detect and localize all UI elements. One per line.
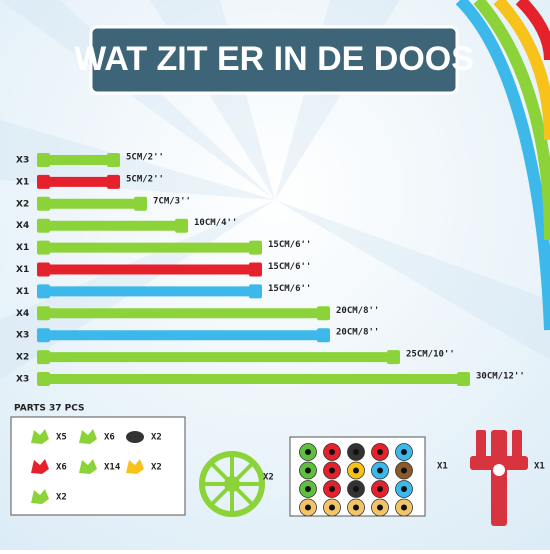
- rod-end: [249, 284, 262, 299]
- pupil: [401, 449, 407, 455]
- rod: [37, 352, 400, 363]
- title: WAT ZIT ER IN DE DOOS: [74, 40, 474, 78]
- rod: [37, 176, 120, 187]
- pupil: [401, 504, 407, 511]
- rod-end: [175, 218, 188, 233]
- rod-qty: X4: [16, 309, 29, 319]
- rod-label: 25CM/10'': [406, 350, 455, 360]
- rod-end: [37, 174, 50, 189]
- rod: [37, 264, 262, 275]
- rod-end: [37, 262, 50, 277]
- rod-qty: X1: [16, 287, 29, 297]
- part-qty: X6: [104, 433, 115, 443]
- part-icon: [126, 459, 144, 474]
- pupil: [401, 486, 407, 492]
- rod-end: [37, 196, 50, 211]
- rod-end: [317, 306, 330, 321]
- pupil: [329, 467, 335, 474]
- pupil: [353, 486, 359, 492]
- eyes-qty: X1: [437, 462, 448, 472]
- rod: [37, 330, 330, 341]
- rod-end: [37, 306, 50, 321]
- pupil: [305, 486, 311, 492]
- part-qty: X14: [104, 463, 121, 473]
- rod-end: [37, 284, 50, 299]
- part-qty: X5: [56, 433, 67, 443]
- rod-end: [37, 153, 50, 167]
- rod-label: 15CM/6'': [268, 284, 311, 294]
- wheel-qty: X2: [263, 473, 274, 483]
- part-icon: [79, 459, 97, 474]
- rod-end: [37, 218, 50, 233]
- title-box: [89, 25, 459, 95]
- wheel-icon: [199, 451, 265, 517]
- rod-qty: X1: [16, 265, 29, 275]
- rod-label: 20CM/8'': [336, 306, 379, 316]
- pupil: [377, 467, 383, 474]
- rod: [37, 308, 330, 319]
- part-icon: [31, 489, 49, 504]
- figure-qty: X1: [534, 462, 545, 472]
- pupil: [329, 449, 335, 455]
- rod-qty: X1: [16, 243, 29, 253]
- rod: [37, 242, 262, 253]
- part-icon: [126, 431, 144, 443]
- rod-label: 20CM/8'': [336, 328, 379, 338]
- rod: [37, 374, 470, 384]
- part-icon: [31, 429, 49, 444]
- pupil: [329, 486, 335, 492]
- rod-label: 7CM/3'': [153, 196, 191, 206]
- rod-end: [37, 350, 50, 365]
- pupil: [353, 504, 359, 511]
- rod-label: 15CM/6'': [268, 262, 311, 272]
- rod-qty: X3: [16, 331, 29, 341]
- rod-end: [134, 196, 147, 211]
- rod-end: [107, 153, 120, 167]
- rod-qty: X3: [16, 375, 29, 385]
- rod-end: [37, 328, 50, 343]
- rod-label: 5CM/2'': [126, 153, 164, 163]
- part-qty: X2: [151, 463, 162, 473]
- part-qty: X6: [56, 463, 67, 473]
- rod-end: [37, 240, 50, 255]
- rod: [37, 286, 262, 297]
- rod-label: 5CM/2'': [126, 174, 164, 184]
- pupil: [353, 467, 359, 474]
- pupil: [401, 467, 407, 474]
- pupil: [377, 504, 383, 511]
- figure-icon: [470, 430, 528, 526]
- part-icon: [79, 429, 97, 444]
- rod-end: [457, 372, 470, 386]
- pupil: [305, 504, 311, 511]
- part-icon: [31, 459, 49, 474]
- part-qty: X2: [151, 433, 162, 443]
- part-qty: X2: [56, 493, 67, 503]
- pupil: [329, 504, 335, 511]
- rod-end: [317, 328, 330, 343]
- pupil: [305, 449, 311, 455]
- parts-title: PARTS 37 PCS: [14, 404, 85, 414]
- rod-qty: X4: [16, 221, 29, 231]
- rod-qty: X2: [16, 353, 29, 363]
- rod-label: 30CM/12'': [476, 372, 525, 382]
- pupil: [353, 449, 359, 455]
- rod-qty: X3: [16, 156, 29, 166]
- rod-label: 15CM/6'': [268, 240, 311, 250]
- pupil: [305, 467, 311, 474]
- rod: [37, 198, 147, 209]
- rod-end: [387, 350, 400, 365]
- rod: [37, 220, 188, 231]
- rod-end: [37, 372, 50, 386]
- pupil: [377, 449, 383, 455]
- rod-qty: X1: [16, 177, 29, 187]
- rod-end: [249, 240, 262, 255]
- rod-end: [249, 262, 262, 277]
- rod-label: 10CM/4'': [194, 218, 237, 228]
- pupil: [377, 486, 383, 492]
- rod-qty: X2: [16, 199, 29, 209]
- rod-end: [107, 174, 120, 189]
- rod: [37, 155, 120, 165]
